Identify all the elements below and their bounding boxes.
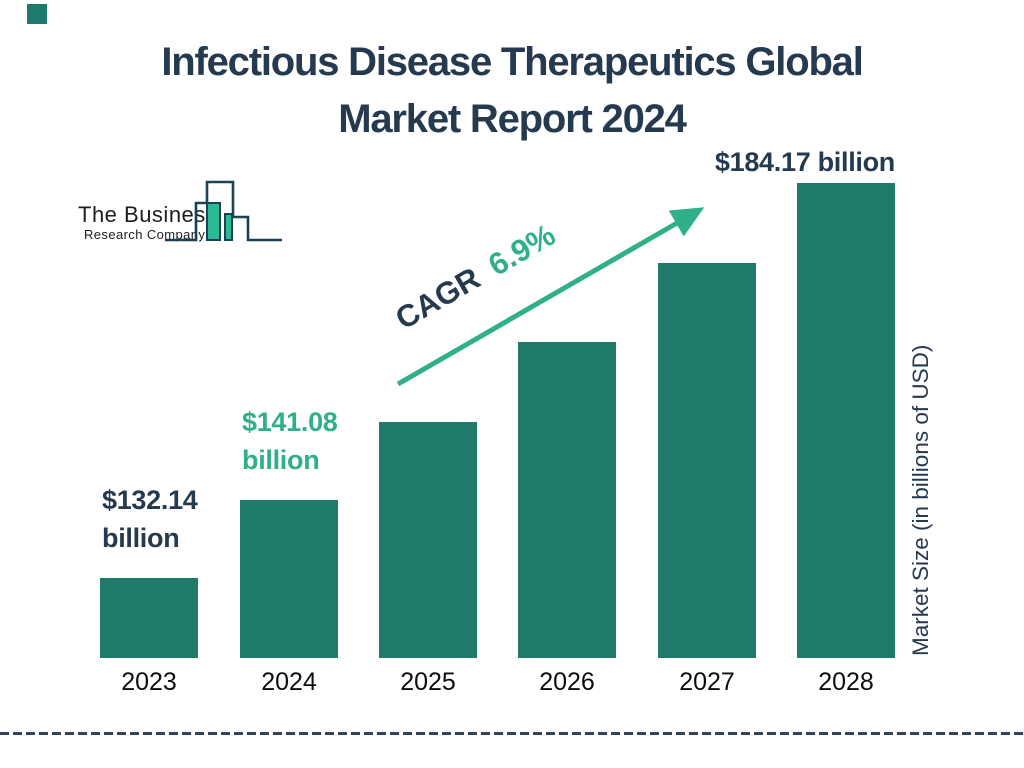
- logo-company-subname: Research Company: [84, 227, 206, 242]
- cagr-label: CAGR: [389, 260, 487, 337]
- logo-company-name: The Business: [78, 202, 218, 227]
- year-label-2027: 2027: [679, 668, 735, 696]
- bar-2027: [658, 263, 756, 658]
- bar-2024: [240, 500, 338, 658]
- cagr-value: 6.9%: [482, 216, 562, 283]
- year-label-2025: 2025: [400, 668, 456, 696]
- bar-2023: [100, 578, 198, 658]
- value-label-2024: $141.08 billion: [242, 407, 338, 475]
- brand-corner-square: [27, 4, 47, 24]
- cagr-annotation: CAGR6.9%: [389, 216, 562, 338]
- value-label-2023: $132.14 billion: [102, 485, 198, 553]
- bottom-dashed-divider: [0, 732, 1024, 735]
- value-label-2028: $184.17 billion: [714, 147, 895, 177]
- year-label-2023: 2023: [121, 668, 177, 696]
- bar-2026: [518, 342, 616, 658]
- logo-bar-chart-icon: [165, 180, 282, 242]
- title-line-1: Infectious Disease Therapeutics Global: [161, 40, 863, 84]
- year-label-2028: 2028: [818, 668, 874, 696]
- bar-2025: [379, 422, 477, 658]
- year-label-2026: 2026: [539, 668, 595, 696]
- bar-2028: [797, 183, 895, 658]
- y-axis-label: Market Size (in billions of USD): [908, 344, 933, 656]
- title-line-2: Market Report 2024: [338, 97, 687, 141]
- year-label-2024: 2024: [261, 668, 317, 696]
- page-title: Infectious Disease Therapeutics Global M…: [0, 34, 1024, 148]
